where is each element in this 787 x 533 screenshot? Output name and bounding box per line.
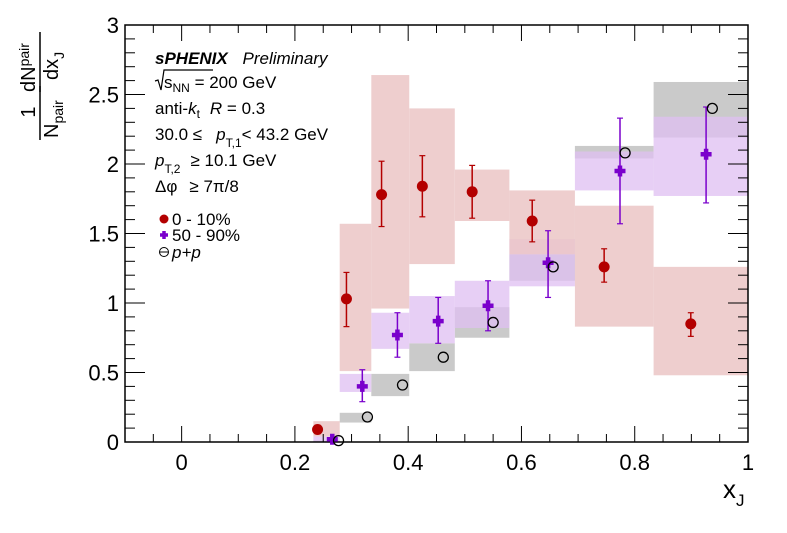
- x-tick-label: 0.6: [506, 450, 537, 475]
- data-point-central: [376, 189, 388, 201]
- legend: 0 - 10% 50 - 90% p+p: [159, 210, 240, 262]
- x-tick-label: 0: [176, 450, 188, 475]
- data-point-pp: [487, 316, 499, 329]
- data-point-central: [416, 180, 428, 192]
- syst-box-central: [454, 169, 510, 221]
- tick-labels: 0 0.2 0.4 0.6 0.8 1 0 0.5 1 1.5 2 2.5 3: [88, 13, 754, 475]
- syst-box-peripheral: [409, 296, 455, 344]
- legend-entry-pp: p+p: [159, 243, 201, 262]
- x-tick-label: 1: [742, 450, 754, 475]
- syst-box-peripheral: [454, 280, 510, 329]
- legend-label: 50 - 90%: [172, 226, 240, 245]
- systematic-boxes: [313, 75, 748, 442]
- data-point-peripheral: [700, 148, 712, 160]
- syst-box-peripheral: [313, 436, 340, 442]
- data-point-pp: [706, 102, 718, 115]
- syst-box-peripheral: [339, 373, 372, 392]
- data-point-pp: [437, 351, 449, 363]
- syst-box-pp: [371, 373, 410, 397]
- data-point-peripheral: [614, 165, 626, 177]
- x-tick-label: 0.8: [619, 450, 650, 475]
- y-axis-label: 1 Npair dNpair dxJ: [16, 32, 67, 140]
- data-point-peripheral: [391, 329, 403, 341]
- y-tick-label: 3: [107, 13, 119, 38]
- legend-marker-filled-circle: [159, 214, 169, 224]
- y-tick-label: 0: [107, 430, 119, 455]
- syst-box-central: [574, 205, 654, 327]
- y-tick-label: 2: [107, 152, 119, 177]
- ylabel-prefactor-num: 1: [18, 106, 40, 117]
- y-tick-label: 1.5: [88, 222, 119, 247]
- syst-box-peripheral: [371, 312, 410, 349]
- sqrt-symbol: [154, 69, 213, 91]
- experiment-label: sPHENIX Preliminary: [155, 49, 329, 68]
- data-point-pp: [619, 147, 631, 159]
- y-tick-label: 2.5: [88, 83, 119, 108]
- dphi-annotation: Δφ ≥ 7π/8: [155, 177, 239, 196]
- data-point-peripheral: [356, 380, 368, 392]
- data-point-pp: [361, 411, 374, 423]
- axis-ticks: [124, 24, 749, 443]
- legend-entry-central: 0 - 10%: [159, 210, 231, 229]
- legend-entry-peripheral: 50 - 90%: [160, 226, 240, 245]
- syst-box-pp: [409, 343, 455, 372]
- data-point-peripheral: [482, 300, 494, 312]
- svg-text:sNN = 200 GeV: sNN = 200 GeV: [164, 73, 277, 95]
- data-point-central: [526, 215, 538, 227]
- legend-label: p+p: [171, 243, 201, 262]
- x-tick-label: 0.4: [393, 450, 424, 475]
- data-point-central: [685, 318, 697, 330]
- data-point-pp: [547, 261, 559, 273]
- x-axis-label: xJ: [723, 474, 745, 510]
- ylabel-numerator: dNpair: [16, 43, 40, 92]
- syst-box-central: [653, 266, 748, 376]
- ylabel-denominator: dxJ: [41, 52, 67, 80]
- data-point-central: [340, 293, 352, 305]
- ylabel-prefactor-den: Npair: [41, 100, 66, 138]
- annotation-block: sPHENIX Preliminary sNN = 200 GeV anti-k…: [154, 49, 329, 196]
- legend-marker-cross: [160, 231, 168, 239]
- syst-box-peripheral: [574, 151, 654, 191]
- data-point-central: [466, 186, 478, 198]
- x-tick-label: 0.2: [280, 450, 311, 475]
- y-tick-label: 1: [107, 291, 119, 316]
- jet-algorithm-annotation: anti-kt R = 0.3: [155, 99, 265, 121]
- y-tick-label: 0.5: [88, 361, 119, 386]
- syst-box-central: [509, 190, 575, 255]
- data-point-peripheral: [326, 433, 338, 445]
- data-point-central: [598, 261, 610, 273]
- subleading-pt-annotation: pT,2 ≥ 10.1 GeV: [154, 151, 277, 176]
- syst-box-pp: [339, 412, 372, 423]
- energy-annotation: sNN = 200 GeV: [154, 69, 277, 95]
- data-point-pp: [396, 379, 409, 391]
- data-points: [312, 102, 718, 447]
- data-point-peripheral: [432, 315, 444, 327]
- syst-box-central: [409, 108, 455, 265]
- data-point-central: [312, 423, 324, 435]
- data-point-pp: [332, 434, 345, 447]
- leading-pt-annotation: 30.0 ≤ pT,1< 43.2 GeV: [155, 125, 329, 150]
- legend-label: 0 - 10%: [172, 210, 231, 229]
